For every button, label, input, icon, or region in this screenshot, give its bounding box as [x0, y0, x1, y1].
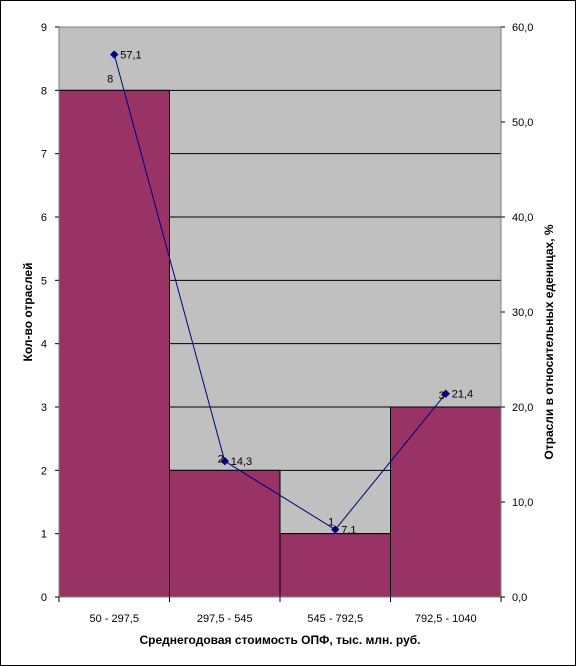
y-tick-label: 0 — [41, 592, 47, 604]
bars — [58, 89, 502, 598]
y-tick-label: 1 — [41, 529, 47, 541]
y-tick-label: 7 — [41, 149, 47, 161]
x-tick-label: 545 - 792,5 — [307, 613, 363, 625]
y-tick-label: 3 — [41, 402, 47, 414]
y2-tick-label: 0,0 — [512, 592, 527, 604]
data-labels: 8 2 1 3 57,1 14,3 7,1 21,4 — [107, 50, 473, 537]
y-tick-label: 4 — [41, 339, 47, 351]
line-marker — [331, 525, 340, 534]
left-axis-ticks: 0 1 2 3 4 5 6 7 8 9 — [41, 22, 59, 604]
line-marker — [441, 389, 450, 398]
y-tick-label: 9 — [41, 22, 47, 34]
bar-data-label: 2 — [218, 453, 224, 465]
y2-tick-label: 10,0 — [512, 497, 533, 509]
bar — [58, 89, 170, 598]
x-tick-label: 792,5 - 1040 — [415, 613, 477, 625]
y2-tick-label: 60,0 — [512, 22, 533, 34]
y-tick-label: 6 — [41, 212, 47, 224]
bar — [169, 469, 281, 598]
bar-data-label: 8 — [107, 73, 113, 85]
line-marker — [110, 50, 119, 59]
x-axis-ticks: 50 - 297,5 297,5 - 545 545 - 792,5 792,5 - … — [58, 597, 502, 625]
bar — [390, 406, 502, 598]
line-series — [110, 50, 450, 534]
y-axis-title: Кол-во отраслей — [21, 263, 35, 362]
line-path — [113, 54, 447, 531]
y2-axis-title: Отрасли в относительных еденицах, % — [542, 224, 556, 459]
y-tick-label: 2 — [41, 465, 47, 477]
y2-tick-label: 40,0 — [512, 212, 533, 224]
line-data-label: 21,4 — [452, 389, 473, 401]
line-marker — [220, 456, 229, 466]
bar-data-label: 1 — [328, 517, 334, 529]
y2-tick-label: 20,0 — [512, 402, 533, 414]
x-tick-label: 50 - 297,5 — [89, 613, 139, 625]
bar — [279, 533, 391, 598]
right-axis-ticks: 0,0 10,0 20,0 30,0 40,0 50,0 60,0 — [501, 22, 533, 604]
line-data-label: 14,3 — [231, 456, 252, 468]
x-tick-label: 297,5 - 545 — [197, 613, 253, 625]
line-data-label: 57,1 — [120, 50, 141, 62]
x-axis-title: Среднегодовая стоимость ОПФ, тыс. млн. р… — [140, 633, 421, 647]
line-data-label: 7,1 — [341, 525, 356, 537]
y-tick-label: 8 — [41, 85, 47, 97]
y-tick-label: 5 — [41, 275, 47, 287]
y2-tick-label: 30,0 — [512, 307, 533, 319]
y2-tick-label: 50,0 — [512, 117, 533, 129]
bar-data-label: 3 — [439, 390, 445, 402]
